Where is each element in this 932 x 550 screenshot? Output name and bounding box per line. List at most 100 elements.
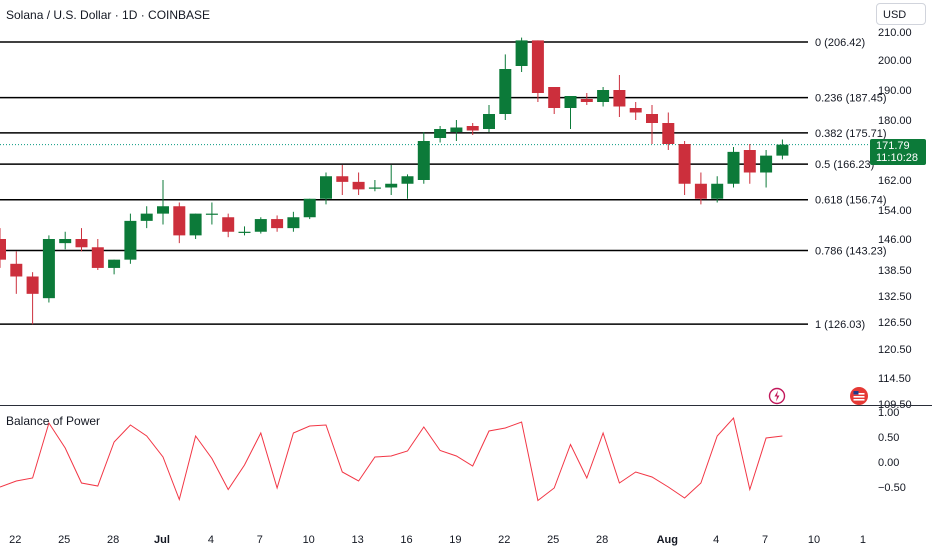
candle-body [108, 259, 121, 268]
candle [646, 105, 658, 144]
candle-body [26, 276, 39, 294]
candle-body [42, 239, 55, 299]
candle [205, 202, 218, 225]
candle [434, 126, 447, 143]
candle-body [613, 90, 626, 107]
candle [678, 141, 691, 195]
time-tick-label: 4 [713, 534, 719, 546]
candle-body [287, 217, 300, 229]
candle [26, 272, 39, 325]
price-axis[interactable]: 210.00200.00190.00180.00170.00162.00154.… [878, 27, 912, 411]
fib-label: 1 (126.03) [815, 319, 865, 331]
candle [173, 202, 186, 244]
candle-body [205, 213, 218, 215]
candle-body [271, 219, 284, 229]
candle-body [352, 181, 365, 190]
candle [352, 172, 365, 195]
bolt-icon[interactable] [768, 387, 786, 405]
price-tick-label: 210.00 [878, 27, 912, 39]
candle [303, 198, 316, 220]
fib-label: 0.5 (166.23) [815, 159, 874, 171]
candle [760, 150, 773, 188]
chart-title: Solana / U.S. Dollar · 1D · COINBASE [6, 8, 211, 22]
time-tick-label: 13 [351, 534, 363, 546]
currency-button[interactable]: USD [876, 3, 926, 25]
candle-body [662, 123, 675, 144]
candle [254, 217, 267, 234]
candle [0, 228, 6, 268]
candle [189, 213, 202, 239]
candle [271, 215, 284, 232]
last-price-value: 171.79 [876, 140, 910, 152]
candle-body [10, 263, 23, 277]
candle [727, 147, 740, 188]
candle-body [629, 108, 642, 113]
candle-body [75, 239, 88, 248]
candle [157, 180, 169, 225]
candle-body [646, 114, 658, 123]
candle [694, 172, 707, 205]
candle-body [254, 219, 267, 232]
candle [108, 259, 121, 275]
flag-icon[interactable] [849, 386, 869, 406]
candle-body [694, 183, 707, 199]
price-tick-label: 200.00 [878, 55, 912, 67]
candle-body [238, 231, 251, 233]
price-tick-label: 154.00 [878, 205, 912, 217]
candle [124, 213, 137, 264]
price-tick-label: 138.50 [878, 265, 912, 277]
candle-body [776, 144, 789, 156]
candle-body [124, 220, 137, 260]
candle-body [760, 155, 773, 173]
candle-body [483, 114, 495, 129]
price-tick-label: 180.00 [878, 115, 912, 127]
time-tick-label: 10 [808, 534, 820, 546]
candle [662, 112, 675, 150]
fib-label: 0.618 (156.74) [815, 195, 887, 207]
candle-body [499, 69, 512, 114]
candle [564, 96, 577, 129]
candle-body [678, 144, 691, 184]
candle [483, 105, 495, 132]
price-tick-label: 132.50 [878, 291, 912, 303]
candle-body [711, 183, 724, 199]
candle [580, 93, 593, 105]
candle-body [303, 198, 316, 218]
candle-body [140, 213, 153, 221]
bop-axis: 1.00 0.50 0.00 −0.50 [878, 407, 906, 494]
time-tick-label: 25 [58, 534, 70, 546]
candle [548, 87, 561, 114]
bop-line [0, 416, 783, 502]
time-tick-label: Jul [154, 534, 170, 546]
bar-countdown: 11:10:28 [876, 152, 919, 164]
candle [450, 120, 463, 141]
fib-label: 0 (206.42) [815, 37, 865, 49]
time-tick-label: 22 [498, 534, 510, 546]
time-axis[interactable]: 22 25 28 Jul 4 7 10 13 16 19 22 25 28 Aug 4 7 10 1 [9, 534, 866, 546]
price-tick-label: 126.50 [878, 317, 912, 329]
time-tick-label: Aug [657, 534, 678, 546]
candle [531, 40, 544, 102]
bop-tick-label: −0.50 [878, 482, 906, 494]
candle [499, 54, 512, 120]
bop-series [0, 416, 783, 502]
candle-body [548, 87, 561, 108]
candle-body [580, 99, 593, 102]
candle-body [417, 141, 430, 180]
candle [10, 251, 23, 294]
price-tick-label: 120.50 [878, 344, 912, 356]
fibonacci-levels: 0 (206.42) 0.236 (187.45) 0.382 (175.71) 0.… [0, 37, 887, 331]
candle [320, 172, 332, 205]
bop-tick-label: 0.00 [878, 457, 899, 469]
candle [222, 213, 235, 238]
candle-body [401, 176, 414, 184]
bop-tick-label: 1.00 [878, 407, 899, 419]
fib-label: 0.236 (187.45) [815, 93, 887, 105]
price-tick-label: 146.00 [878, 234, 912, 246]
candle-body [91, 247, 104, 268]
candle-body [59, 239, 72, 244]
candle-body [320, 176, 332, 199]
indicator-label: Balance of Power [6, 414, 101, 428]
candle-body [466, 126, 479, 131]
